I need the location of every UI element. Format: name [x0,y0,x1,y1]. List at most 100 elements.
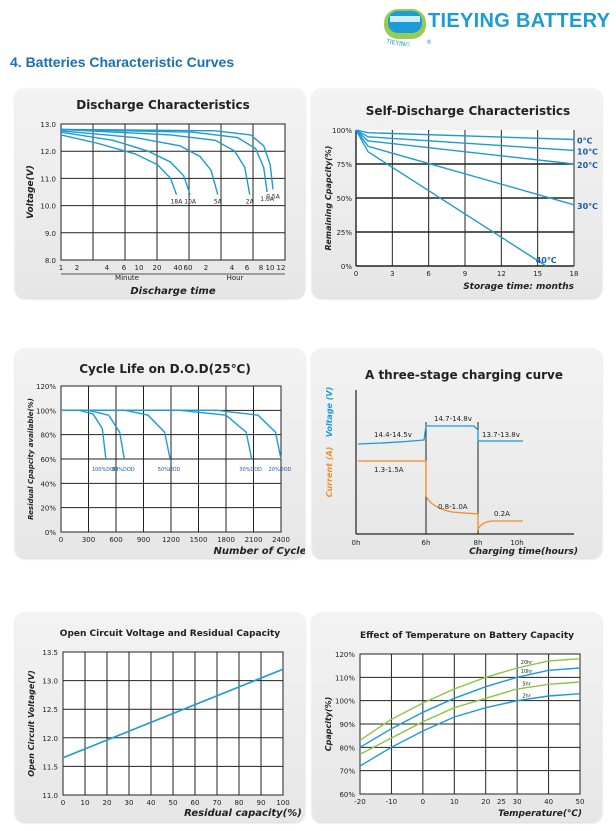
x-tick-label: 0h [352,539,361,547]
x-unit-label: Hour [227,274,244,282]
annotation: 0.2A [494,510,510,518]
y-tick-label: 12.0 [40,148,56,156]
x-tick-label: 12 [497,270,506,278]
charging-chart: A three-stage charging curve 14.4-14.5v 14… [325,368,578,557]
discharge-plot-area [60,123,286,261]
section-title: 4. Batteries Characteristic Curves [10,54,235,70]
x-tick-label: 8 [259,264,263,272]
chart-title: Self-Discharge Characteristics [366,104,570,118]
series-label: 30%DOD [239,467,262,473]
y-tick-label: 0% [45,529,56,537]
x-axis-label: Temperature(℃) [498,809,582,819]
y-tick-label: 11.5 [42,763,58,771]
y-tick-label: 11.0 [40,175,56,183]
series-label: 80%DOD [112,467,135,473]
x-tick-label: 30 [125,799,134,807]
y-tick-label: 100% [332,127,352,135]
series-label: 2A [246,199,255,206]
annotation: 1.3-1.5A [374,466,404,474]
x-tick-label: 70 [213,799,222,807]
y-tick-label: 8.0 [45,257,56,265]
series-label: 20hr [521,660,534,666]
y-tick-label: 80% [40,432,56,440]
temperature-chart: Effect of Temperature on Battery Capacit… [324,631,585,819]
x-tick-label: 18 [570,270,579,278]
chart-title: Effect of Temperature on Battery Capacit… [360,631,574,641]
x-tick-label: 9 [463,270,467,278]
x-tick-label: 6 [245,264,250,272]
series-label: 20%DOD [269,467,292,473]
series-line [359,667,581,748]
brand-name: TIEYING BATTERY [428,10,611,32]
x-tick-label: 6h [422,539,431,547]
chart-title: Discharge Characteristics [76,98,250,112]
series-line [60,128,268,193]
x-tick-label: 3 [390,270,394,278]
logo-lettering: TIEYING [385,38,411,46]
series-line [60,130,219,195]
y-tick-label: 60% [40,456,56,464]
x-tick-label: 40 [544,798,553,806]
y-tick-label: 110% [335,674,355,682]
y-axis-label: Open Circuit Voltage(V) [27,670,36,777]
series-label: 5hr [522,682,531,688]
y-axis-label: Voltage(V) [26,165,36,219]
cycle-life-chart: Cycle Life on D.O.D(25℃) 0% 20% 40% 60% 80% 10… [27,362,305,557]
x-tick-label: 900 [137,536,150,544]
y-tick-label: 100% [335,698,355,706]
series-label: 0.5A [266,193,281,200]
y-tick-label: 90% [339,721,355,729]
chart-title: Open Circuit Voltage and Residual Capaci… [60,629,281,639]
ocv-chart: Open Circuit Voltage and Residual Capaci… [27,629,302,819]
y-axis-label: Residual Cpapcity available(%) [27,398,35,520]
x-tick-label: 60 [184,264,193,272]
series-label: 10℃ [577,147,598,156]
x-tick-label: 30 [513,798,522,806]
y-tick-label: 9.0 [45,230,56,238]
x-tick-label: 0 [61,799,65,807]
x-tick-label: 10 [81,799,90,807]
y-tick-label: 70% [339,768,355,776]
y-tick-label: 120% [36,383,56,391]
charging-panel: A three-stage charging curve 14.4-14.5v 14… [312,348,602,558]
x-tick-label: 25 [497,798,506,806]
series-line [355,129,547,267]
series-line [359,693,581,767]
series-line [355,129,575,206]
y-tick-label: 20% [40,505,56,513]
y-tick-label: 120% [335,651,355,659]
x-tick-label: 1 [59,264,63,272]
y-tick-label: 60% [339,791,355,799]
series-line [359,658,581,741]
series-label: 2hr [522,693,531,699]
series-label: 5A [214,199,223,206]
series-label: 40℃ [536,256,557,265]
x-tick-label: 80 [235,799,244,807]
x-axis-label: Storage time: months [463,282,574,292]
current-line [358,460,523,532]
x-tick-label: 50 [576,798,585,806]
y-tick-label: 13.5 [42,649,58,657]
series-label: 10hr [521,669,534,675]
x-tick-label: 20 [481,798,490,806]
y-axis-label: Remaining Cpapcity(%) [324,146,333,251]
x-tick-label: 2 [75,264,79,272]
x-axis-label: Charging time(hours) [469,547,578,557]
x-tick-label: 1500 [190,536,208,544]
annotation: 14.4-14.5v [374,431,412,439]
series-line [359,681,581,755]
annotation: 13.7-13.8v [482,431,520,439]
x-tick-label: -20 [354,798,365,806]
x-unit-label: Minute [115,274,139,282]
y-tick-label: 12.5 [42,706,58,714]
x-tick-label: 0 [354,270,358,278]
x-tick-label: 40 [174,264,183,272]
series-line [355,129,575,165]
series-line [61,409,282,460]
x-tick-label: 10 [450,798,459,806]
x-tick-label: 10h [510,539,523,547]
series-line [60,134,178,195]
annotation: 14.7-14.8v [434,415,472,423]
temperature-panel: Effect of Temperature on Battery Capacit… [312,612,602,822]
y-tick-label: 50% [336,195,352,203]
